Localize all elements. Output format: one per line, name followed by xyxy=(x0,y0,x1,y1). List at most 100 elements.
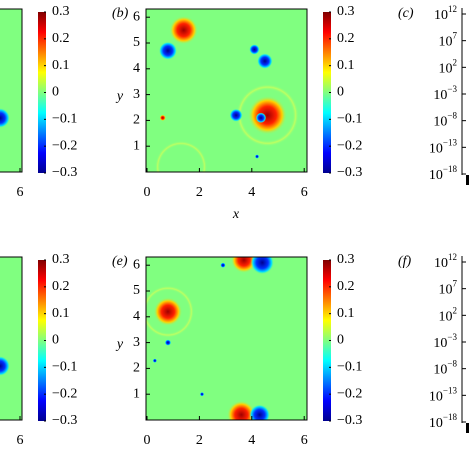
colorbar-tick-label: 0.2 xyxy=(52,279,70,294)
colorbar-tick-label: 0 xyxy=(52,333,59,348)
y-tick-label: 10−8 xyxy=(433,359,457,378)
tick-exponent: −8 xyxy=(447,359,457,369)
y-tick-label: 10−13 xyxy=(429,385,458,404)
plot-frame xyxy=(145,8,308,173)
y-tick-label: 3 xyxy=(133,87,140,102)
colorbar-tick-label: 0.1 xyxy=(52,306,70,321)
y-tick-label: 3 xyxy=(133,335,140,350)
vortex xyxy=(153,297,183,326)
y-tick-label: 4 xyxy=(133,309,140,324)
vortex xyxy=(199,392,205,397)
vortex xyxy=(152,358,157,363)
colorbar-tick-label: −0.3 xyxy=(337,413,362,428)
tick-base: 10 xyxy=(433,88,447,103)
x-axis-label: x xyxy=(232,207,240,222)
y-tick-label: 1 xyxy=(133,386,140,401)
tick-base: 10 xyxy=(439,310,453,325)
x-tick-label: 6 xyxy=(301,433,308,448)
y-tick-label: 6 xyxy=(133,257,140,272)
vortex xyxy=(164,339,172,346)
x-tick-label: 0 xyxy=(144,185,151,200)
colorbar-tick-label: −0.1 xyxy=(52,112,77,127)
colorbar-tick-label: 0.1 xyxy=(337,306,355,321)
tick-exponent: −3 xyxy=(447,84,457,94)
vortex xyxy=(220,262,226,268)
colorbar-tick-label: 0.3 xyxy=(337,4,355,19)
tick-base: 10 xyxy=(439,283,453,298)
y-tick-label: 6 xyxy=(133,9,140,24)
y-tick-label: 10−18 xyxy=(429,412,458,431)
y-tick-label: 10−3 xyxy=(433,84,457,103)
colorbar-tick-label: 0.3 xyxy=(52,252,70,267)
tick-exponent: 12 xyxy=(448,4,457,14)
y-tick-label: 2 xyxy=(133,113,140,128)
plot-frame xyxy=(145,256,308,421)
tick-base: 10 xyxy=(429,390,443,405)
y-tick-label: 2 xyxy=(133,361,140,376)
y-tick-label: 10−8 xyxy=(433,111,457,130)
y-axis-label: y xyxy=(115,337,124,352)
y-tick-label: 10−13 xyxy=(429,137,458,156)
y-tick-label: 1012 xyxy=(434,4,457,23)
tick-base: 10 xyxy=(433,363,447,378)
colorbar xyxy=(38,12,46,173)
colorbar-tick-label: 0.3 xyxy=(52,4,70,19)
y-tick-label: 10−18 xyxy=(429,164,458,183)
vortex xyxy=(248,95,288,135)
colorbar-tick-label: −0.2 xyxy=(52,386,77,401)
field-plot xyxy=(0,256,23,421)
colorbar-tick-label: −0.3 xyxy=(337,165,362,180)
tick-exponent: 7 xyxy=(453,31,458,41)
y-tick-label: 10−3 xyxy=(433,332,457,351)
vortex xyxy=(0,108,10,128)
vortex xyxy=(230,257,257,274)
x-tick-label: 0 xyxy=(144,433,151,448)
x-tick-label: 6 xyxy=(17,185,24,200)
tick-exponent: −3 xyxy=(447,332,457,342)
panel-label: (c) xyxy=(398,6,414,21)
tick-exponent: 2 xyxy=(453,57,458,67)
field-layer xyxy=(146,257,274,420)
tick-base: 10 xyxy=(434,256,448,271)
y-tick-label: 5 xyxy=(133,35,140,50)
y-tick-label: 1012 xyxy=(434,252,457,271)
y-tick-label: 102 xyxy=(439,305,458,324)
colorbar-tick-label: 0.2 xyxy=(52,31,70,46)
tick-exponent: 12 xyxy=(448,252,457,262)
tick-base: 10 xyxy=(429,416,443,431)
colorbar-tick-label: 0 xyxy=(337,85,344,100)
colorbar-tick-label: −0.2 xyxy=(337,138,362,153)
y-tick-label: 1 xyxy=(133,138,140,153)
tick-base: 10 xyxy=(433,336,447,351)
x-tick-label: 4 xyxy=(248,433,255,448)
colorbar-tick-label: −0.1 xyxy=(337,112,362,127)
colorbar-tick-label: −0.2 xyxy=(52,138,77,153)
vortex xyxy=(158,41,178,60)
tick-base: 10 xyxy=(439,62,453,77)
vortex xyxy=(254,154,260,159)
x-tick-label: 4 xyxy=(248,185,255,200)
tick-exponent: −13 xyxy=(443,137,458,147)
colorbar xyxy=(323,260,331,421)
field-plot xyxy=(0,8,23,173)
tick-exponent: −8 xyxy=(447,111,457,121)
vortex xyxy=(249,44,260,55)
tick-base: 10 xyxy=(433,115,447,130)
tick-exponent: 7 xyxy=(453,279,458,289)
panel-label: (b) xyxy=(112,6,129,21)
colorbar-tick-label: 0 xyxy=(337,333,344,348)
x-tick-label: 6 xyxy=(301,185,308,200)
vortex xyxy=(255,112,267,124)
y-tick-label: 107 xyxy=(439,279,458,298)
colorbar xyxy=(323,12,331,173)
y-tick-label: 4 xyxy=(133,61,140,76)
vortex xyxy=(249,404,271,420)
tick-base: 10 xyxy=(429,142,443,157)
x-tick-label: 2 xyxy=(196,185,203,200)
vortex xyxy=(257,53,273,69)
tick-exponent: −13 xyxy=(443,385,458,395)
tick-exponent: −18 xyxy=(443,412,458,422)
colorbar-tick-label: 0.3 xyxy=(337,252,355,267)
colorbar-tick-label: −0.1 xyxy=(52,360,77,375)
